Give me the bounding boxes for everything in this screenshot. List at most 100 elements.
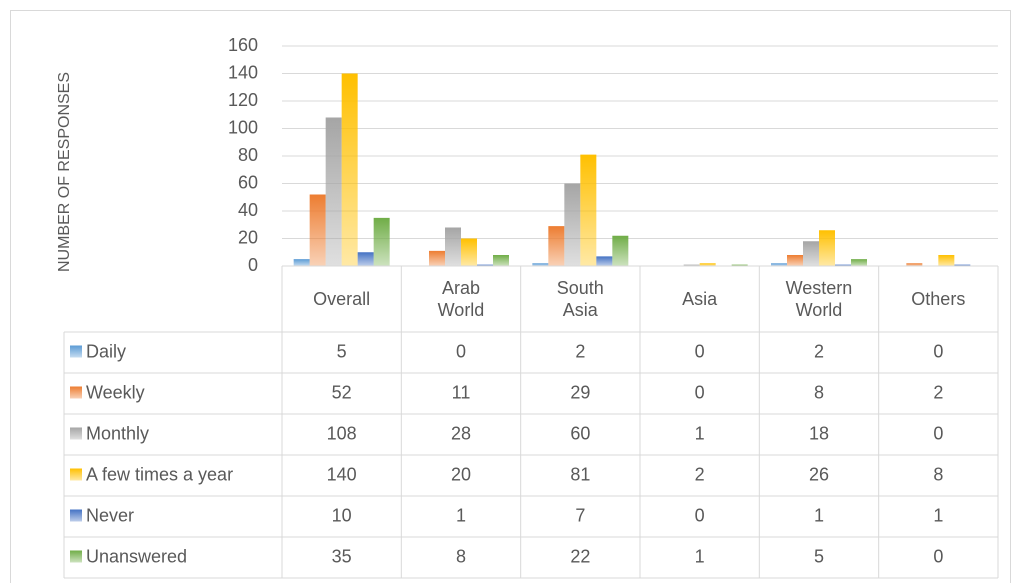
bar — [803, 241, 819, 266]
category-cell: Western World — [759, 266, 878, 332]
bar — [731, 264, 748, 266]
table-value: 29 — [570, 382, 590, 402]
category-header: South Asia — [521, 266, 640, 332]
table-value: 108 — [327, 423, 357, 443]
bar — [835, 264, 851, 266]
table-value: 2 — [695, 464, 705, 484]
table-value: 60 — [570, 423, 590, 443]
y-tick-label: 40 — [238, 200, 258, 220]
bar — [906, 263, 923, 266]
category-cell: Asia — [640, 266, 759, 332]
table-value: 8 — [456, 546, 466, 566]
y-tick-label: 60 — [238, 172, 258, 192]
y-tick-label: 80 — [238, 145, 258, 165]
legend-key — [70, 345, 82, 358]
table-value: 18 — [809, 423, 829, 443]
table-value: 81 — [570, 464, 590, 484]
table-value: 35 — [332, 546, 352, 566]
table-value: 7 — [575, 505, 585, 525]
category-header: Asia — [640, 266, 759, 332]
category-cell: Arab World — [401, 266, 520, 332]
category-header: Western World — [759, 266, 878, 332]
category-header: Overall — [282, 266, 401, 332]
chart-border — [10, 10, 1011, 583]
legend-label: Weekly — [86, 382, 145, 402]
bar — [493, 255, 509, 266]
category-label: Overall — [313, 289, 371, 309]
table-value: 0 — [933, 546, 943, 566]
category-label: Others — [911, 289, 966, 309]
category-label: Arab World — [437, 278, 485, 320]
table-value: 8 — [933, 464, 943, 484]
legend-key — [70, 427, 82, 440]
bar — [851, 259, 867, 266]
table-value: 140 — [327, 464, 357, 484]
table-value: 2 — [933, 382, 943, 402]
table-value: 20 — [451, 464, 471, 484]
bar — [309, 194, 326, 266]
table-value: 1 — [695, 546, 705, 566]
bar — [373, 217, 390, 266]
legend-label: A few times a year — [86, 464, 233, 484]
category-header: Arab World — [401, 266, 520, 332]
legend-label: Unanswered — [86, 546, 187, 566]
y-tick-label: 20 — [238, 227, 258, 247]
table-value: 2 — [575, 341, 585, 361]
table-value: 8 — [814, 382, 824, 402]
y-tick-label: 100 — [228, 117, 258, 137]
legend-key — [70, 509, 82, 522]
table-value: 28 — [451, 423, 471, 443]
table-value: 1 — [814, 505, 824, 525]
table-value: 22 — [570, 546, 590, 566]
bar — [771, 263, 787, 266]
table-value: 0 — [933, 423, 943, 443]
category-label: Asia — [682, 289, 718, 309]
bar — [341, 73, 358, 266]
table-value: 11 — [452, 382, 471, 402]
bar — [564, 183, 581, 266]
bar — [787, 255, 803, 266]
bar — [819, 230, 835, 266]
legend-key — [70, 386, 82, 399]
table-value: 52 — [332, 382, 352, 402]
bar — [548, 226, 565, 266]
y-tick-label: 0 — [248, 255, 258, 275]
bar — [477, 264, 493, 266]
table-value: 0 — [933, 341, 943, 361]
legend-label: Monthly — [86, 423, 149, 443]
bar — [699, 263, 716, 266]
table-value: 5 — [337, 341, 347, 361]
bar — [954, 264, 971, 266]
table-value: 1 — [933, 505, 943, 525]
y-tick-label: 160 — [228, 35, 258, 55]
y-tick-label: 140 — [228, 62, 258, 82]
category-cell: Others — [879, 266, 998, 332]
y-tick-label: 120 — [228, 90, 258, 110]
bar — [580, 154, 597, 266]
bar — [429, 250, 445, 266]
category-label: Western World — [785, 278, 853, 320]
category-label: South Asia — [556, 278, 604, 320]
bar — [445, 227, 461, 266]
table-value: 0 — [695, 341, 705, 361]
table-value: 2 — [814, 341, 824, 361]
category-cell: Overall — [282, 266, 401, 332]
category-cell: South Asia — [521, 266, 640, 332]
bar — [461, 238, 477, 266]
bar — [325, 117, 342, 266]
bar — [938, 255, 955, 266]
bar — [596, 256, 613, 266]
table-value: 5 — [814, 546, 824, 566]
table-value: 0 — [456, 341, 466, 361]
table-value: 0 — [695, 382, 705, 402]
legend-key — [70, 468, 82, 481]
bar — [532, 263, 549, 266]
category-header: Others — [879, 266, 998, 332]
legend-label: Never — [86, 505, 134, 525]
legend-label: Daily — [86, 341, 126, 361]
y-axis-label: NUMBER OF RESPONSES — [56, 72, 73, 272]
table-value: 0 — [695, 505, 705, 525]
bar — [612, 235, 629, 266]
legend-key — [70, 550, 82, 563]
